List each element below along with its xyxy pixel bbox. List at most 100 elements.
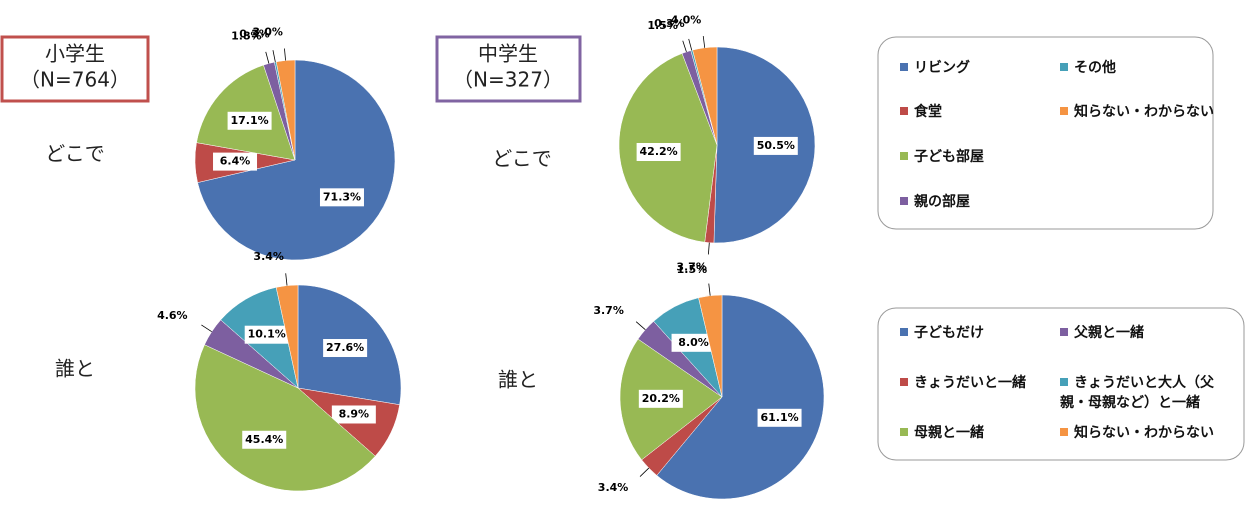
legend-swatch [1060, 107, 1068, 115]
value-label: 0.3% [239, 28, 270, 41]
legend-label: 知らない・わからない [1074, 104, 1214, 120]
legend-label: きょうだいと大人（父親・母親など）と一緒 [1060, 375, 1214, 411]
legend-label: その他 [1074, 60, 1116, 76]
label-bg [757, 408, 802, 427]
pie-slice [656, 294, 825, 500]
label-bg [638, 389, 683, 408]
legend-label: 食堂 [914, 104, 942, 120]
label-bg [213, 152, 258, 171]
value-label: 1.5% [677, 263, 708, 276]
legend-swatch [900, 328, 908, 336]
legend-item: 食堂 [900, 102, 1070, 122]
legend-label: 子どもだけ [914, 325, 984, 341]
leader-line [284, 48, 286, 61]
label-bg [636, 143, 681, 162]
header-box [435, 35, 582, 103]
value-label: 6.4% [220, 155, 251, 168]
value-label: 3.0% [252, 26, 283, 39]
legend-swatch [900, 107, 908, 115]
leader-line [707, 242, 710, 255]
value-label: 3.4% [598, 481, 629, 494]
leader-line [708, 283, 711, 296]
value-label: 45.4% [245, 433, 283, 446]
legend-label: きょうだいと一緒 [914, 375, 1026, 391]
legend-item: きょうだいと大人（父親・母親など）と一緒 [1060, 373, 1230, 413]
value-label: 0.3% [654, 17, 685, 30]
value-label: 3.4% [253, 250, 284, 263]
label-bg [323, 339, 368, 358]
leader-line [285, 273, 288, 286]
header-box [0, 35, 150, 103]
value-label: 3.7% [676, 260, 707, 273]
value-label: 4.0% [671, 14, 702, 27]
legend-item: 子ども部屋 [900, 147, 1070, 167]
leader-line [265, 51, 270, 64]
legend-item: 子どもだけ [900, 323, 1070, 343]
value-label: 17.1% [231, 114, 269, 127]
legend-item: リビング [900, 58, 1070, 78]
label-bg [319, 188, 364, 207]
label-bg [671, 333, 716, 352]
group-label: 中学生 [478, 42, 538, 66]
value-label: 8.0% [678, 336, 709, 349]
value-label: 3.7% [593, 304, 624, 317]
value-label: 50.5% [757, 139, 795, 152]
n-label: （N=764） [20, 68, 130, 92]
value-label: 71.3% [323, 190, 361, 203]
legend-swatch [900, 197, 908, 205]
legend-label: 母親と一緒 [914, 425, 984, 441]
legend-item: その他 [1060, 58, 1230, 78]
leader-line [272, 50, 276, 63]
pie-slice [194, 344, 376, 492]
legend-item: 父親と一緒 [1060, 323, 1230, 343]
legend-swatch [900, 378, 908, 386]
label-bg [227, 111, 272, 130]
row-label: 誰と [498, 368, 538, 392]
value-label: 20.2% [642, 392, 680, 405]
legend-swatch [900, 63, 908, 71]
value-label: 1.5% [647, 19, 678, 32]
value-label: 1.8% [231, 29, 262, 42]
legend-item: 知らない・わからない [1060, 102, 1230, 122]
legend-label: 子ども部屋 [914, 149, 984, 165]
legend-item: 母親と一緒 [900, 423, 1070, 443]
legend-label: リビング [914, 60, 970, 76]
legend-label: 知らない・わからない [1074, 425, 1214, 441]
leader-line [639, 467, 650, 477]
group-label: 小学生 [45, 42, 105, 66]
leader-line [635, 321, 646, 331]
value-label: 42.2% [640, 145, 678, 158]
label-bg [331, 405, 376, 424]
value-label: 8.9% [339, 407, 370, 420]
value-label: 4.6% [157, 309, 188, 322]
legend-swatch [1060, 63, 1068, 71]
label-bg [242, 430, 287, 449]
pie-slice [197, 59, 396, 261]
leader-line [688, 38, 693, 51]
legend-box [877, 36, 1214, 230]
value-label: 10.1% [248, 328, 286, 341]
legend-swatch [900, 428, 908, 436]
row-label: どこで [492, 147, 551, 171]
row-label: 誰と [55, 357, 95, 381]
n-label: （N=327） [453, 68, 563, 92]
legend-label: 父親と一緒 [1074, 325, 1144, 341]
legend-item: 知らない・わからない [1060, 423, 1230, 443]
value-label: 27.6% [326, 341, 364, 354]
leader-line [702, 36, 706, 48]
label-bg [753, 136, 798, 155]
leader-line [682, 40, 687, 53]
label-bg [244, 325, 289, 344]
legend-swatch [1060, 378, 1068, 386]
legend-item: 親の部屋 [900, 192, 1070, 212]
legend-swatch [900, 152, 908, 160]
legend-item: きょうだいと一緒 [900, 373, 1070, 393]
value-label: 61.1% [760, 411, 798, 424]
legend-label: 親の部屋 [914, 194, 970, 210]
row-label: どこで [45, 142, 104, 166]
legend-swatch [1060, 328, 1068, 336]
legend-swatch [1060, 428, 1068, 436]
leader-line [201, 324, 212, 333]
